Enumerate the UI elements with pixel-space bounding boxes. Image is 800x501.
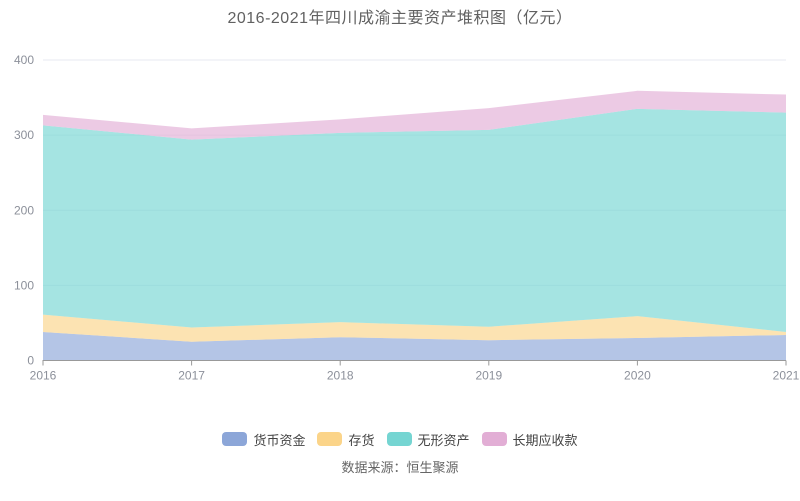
x-axis-label: 2016 — [30, 369, 57, 383]
x-axis-label: 2018 — [327, 369, 354, 383]
legend-swatch-inventory — [317, 432, 343, 446]
y-axis-label: 200 — [14, 203, 34, 217]
legend-swatch-long-term-receivables — [481, 432, 507, 446]
y-axis-label: 300 — [14, 128, 34, 142]
legend-swatch-monetary-funds — [222, 432, 248, 446]
y-axis-label: 0 — [27, 354, 34, 368]
x-axis-label: 2021 — [773, 369, 800, 383]
legend-item-intangible-assets[interactable]: 无形资产 — [386, 430, 470, 449]
legend: 货币资金 存货 无形资产 长期应收款 — [0, 430, 800, 448]
y-axis-label: 100 — [14, 278, 34, 292]
area-series-inventory[interactable] — [43, 314, 786, 342]
x-axis-label: 2017 — [178, 369, 205, 383]
chart-title: 2016-2021年四川成渝主要资产堆积图（亿元） — [227, 10, 573, 27]
legend-item-monetary-funds[interactable]: 货币资金 — [222, 430, 305, 449]
legend-label-inventory: 存货 — [348, 432, 375, 448]
legend-swatch-intangible-assets — [386, 432, 412, 446]
data-source-caption: 数据来源：恒生聚源 — [341, 460, 459, 475]
legend-label-intangible-assets: 无形资产 — [417, 432, 470, 448]
area-series-intangible-assets[interactable] — [43, 108, 786, 332]
legend-label-monetary-funds: 货币资金 — [253, 432, 306, 448]
x-axis-label: 2020 — [624, 369, 651, 383]
area-series-monetary-funds[interactable] — [43, 331, 786, 361]
y-axis-label: 400 — [14, 53, 34, 67]
legend-item-inventory[interactable]: 存货 — [317, 430, 375, 449]
legend-item-long-term-receivables[interactable]: 长期应收款 — [481, 430, 578, 449]
area-series-long-term-receivables[interactable] — [43, 90, 786, 140]
legend-label-long-term-receivables: 长期应收款 — [512, 432, 578, 448]
x-axis-label: 2019 — [475, 369, 502, 383]
